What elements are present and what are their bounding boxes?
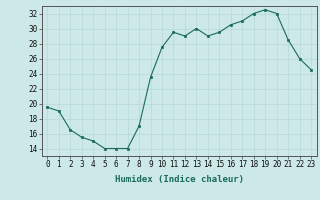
- X-axis label: Humidex (Indice chaleur): Humidex (Indice chaleur): [115, 175, 244, 184]
